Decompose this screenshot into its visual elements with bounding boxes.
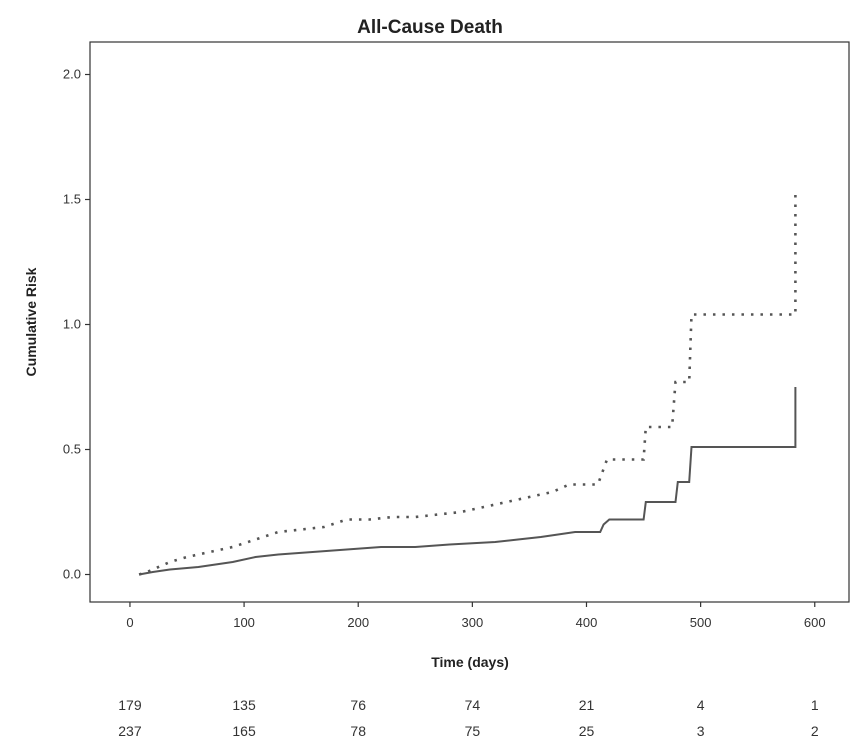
x-tick-label: 500 (690, 615, 712, 630)
x-tick-label: 0 (126, 615, 133, 630)
at-risk-value: 237 (118, 723, 142, 739)
x-tick-label: 600 (804, 615, 826, 630)
at-risk-value: 76 (350, 697, 366, 713)
x-axis: 0 100 200 300 400 500 600 (126, 602, 826, 630)
chart-title: All-Cause Death (357, 17, 503, 38)
x-tick-label: 100 (233, 615, 255, 630)
dotted-curve (138, 192, 797, 576)
at-risk-value: 2 (811, 723, 819, 739)
at-risk-value: 78 (350, 723, 366, 739)
y-tick-label: 1.5 (63, 192, 81, 207)
number-at-risk-table: 179 135 76 74 21 4 1 237 165 78 75 25 3 2 (118, 697, 819, 739)
y-axis: 0.0 0.5 1.0 1.5 2.0 (63, 67, 90, 582)
y-tick-label: 1.0 (63, 317, 81, 332)
at-risk-value: 75 (465, 723, 481, 739)
at-risk-value: 25 (579, 723, 595, 739)
series-layer (138, 192, 797, 576)
at-risk-value: 3 (697, 723, 705, 739)
at-risk-value: 21 (579, 697, 595, 713)
x-tick-label: 200 (347, 615, 369, 630)
at-risk-value: 1 (811, 697, 819, 713)
y-tick-label: 2.0 (63, 67, 81, 82)
x-tick-label: 400 (576, 615, 598, 630)
y-tick-label: 0.0 (63, 567, 81, 582)
x-axis-label: Time (days) (431, 654, 509, 670)
solid-curve (138, 387, 797, 576)
at-risk-value: 135 (232, 697, 256, 713)
at-risk-value: 179 (118, 697, 142, 713)
y-tick-label: 0.5 (63, 442, 81, 457)
at-risk-value: 165 (232, 723, 256, 739)
at-risk-value: 74 (465, 697, 481, 713)
at-risk-value: 4 (697, 697, 705, 713)
x-tick-label: 300 (462, 615, 484, 630)
plot-frame (89, 41, 850, 603)
y-axis-label: Cumulative Risk (23, 267, 39, 376)
